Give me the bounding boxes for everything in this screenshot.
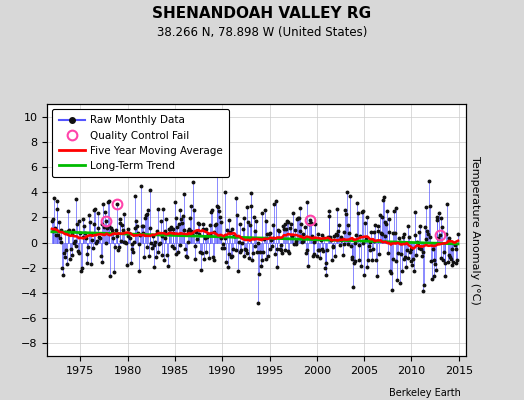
Text: Berkeley Earth: Berkeley Earth xyxy=(389,388,461,398)
Text: 38.266 N, 78.898 W (United States): 38.266 N, 78.898 W (United States) xyxy=(157,26,367,39)
Y-axis label: Temperature Anomaly (°C): Temperature Anomaly (°C) xyxy=(470,156,481,304)
Text: SHENANDOAH VALLEY RG: SHENANDOAH VALLEY RG xyxy=(152,6,372,21)
Legend: Raw Monthly Data, Quality Control Fail, Five Year Moving Average, Long-Term Tren: Raw Monthly Data, Quality Control Fail, … xyxy=(52,109,229,177)
